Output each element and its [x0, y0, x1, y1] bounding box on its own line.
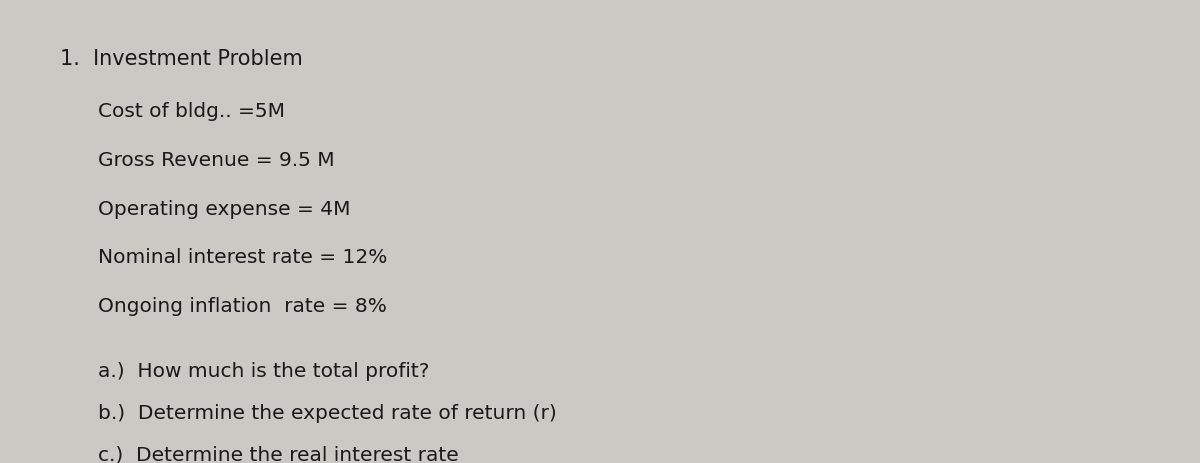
Text: Cost of bldg.. =5M: Cost of bldg.. =5M — [98, 102, 286, 121]
Text: Nominal interest rate = 12%: Nominal interest rate = 12% — [98, 248, 388, 267]
Text: b.)  Determine the expected rate of return (r): b.) Determine the expected rate of retur… — [98, 403, 557, 422]
Text: Ongoing inflation  rate = 8%: Ongoing inflation rate = 8% — [98, 296, 388, 315]
Text: 1.  Investment Problem: 1. Investment Problem — [60, 49, 302, 69]
Text: a.)  How much is the total profit?: a.) How much is the total profit? — [98, 361, 430, 380]
Text: Operating expense = 4M: Operating expense = 4M — [98, 199, 350, 218]
Text: c.)  Determine the real interest rate: c.) Determine the real interest rate — [98, 444, 460, 463]
Text: Gross Revenue = 9.5 M: Gross Revenue = 9.5 M — [98, 150, 335, 169]
